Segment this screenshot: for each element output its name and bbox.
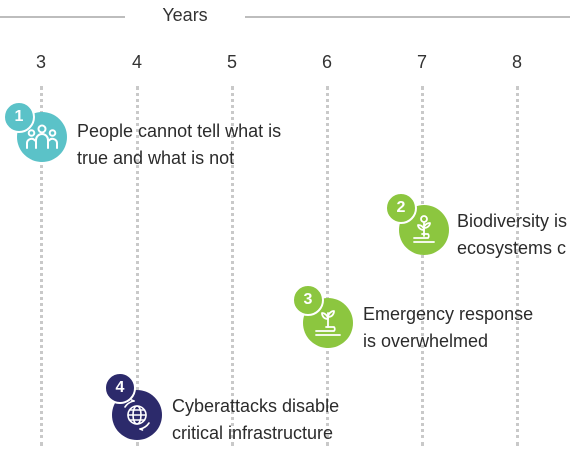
tick-label-8: 8 [511, 52, 522, 72]
gridline-6 [326, 86, 329, 446]
event-1-line-1: People cannot tell what is [77, 121, 282, 141]
event-1-badge: 1 [3, 101, 35, 133]
event-3-line-1: Emergency response [363, 304, 534, 324]
gridline-4 [136, 86, 139, 446]
tick-label-7: 7 [416, 52, 427, 72]
tick-label-3: 3 [35, 52, 46, 72]
sprout-hand-icon [413, 215, 435, 243]
tick-label-4: 4 [131, 52, 142, 72]
event-1-description: People cannot tell what is true and what… [77, 118, 281, 172]
axis-line-right [245, 16, 570, 18]
gridline-3 [40, 86, 43, 446]
event-1-line-2: true and what is not [77, 148, 235, 168]
gridline-5 [231, 86, 234, 446]
globe-network-icon [124, 399, 150, 431]
event-2-line-1: Biodiversity is [457, 211, 568, 231]
event-2-circle [399, 205, 449, 255]
event-4-description: Cyberattacks disable critical infrastruc… [172, 393, 339, 447]
event-2-badge: 2 [385, 192, 417, 224]
event-2-line-2: ecosystems c [457, 238, 567, 258]
event-3-description: Emergency response is overwhelmed [363, 301, 533, 355]
gridline-8 [516, 86, 519, 446]
tick-label-6: 6 [321, 52, 332, 72]
plant-hand-icon [315, 310, 341, 336]
event-4-line-2: critical infrastructure [172, 423, 334, 443]
gridline-7 [421, 86, 424, 446]
event-2-description: Biodiversity is ecosystems c [457, 208, 567, 262]
axis-title: Years [162, 5, 208, 25]
event-3-badge: 3 [292, 284, 324, 316]
event-4-line-1: Cyberattacks disable [172, 396, 340, 416]
tick-label-5: 5 [226, 52, 237, 72]
event-4-badge: 4 [104, 372, 136, 404]
event-3-line-2: is overwhelmed [363, 331, 489, 351]
axis-line-left [0, 16, 125, 18]
people-group-icon [26, 124, 58, 149]
